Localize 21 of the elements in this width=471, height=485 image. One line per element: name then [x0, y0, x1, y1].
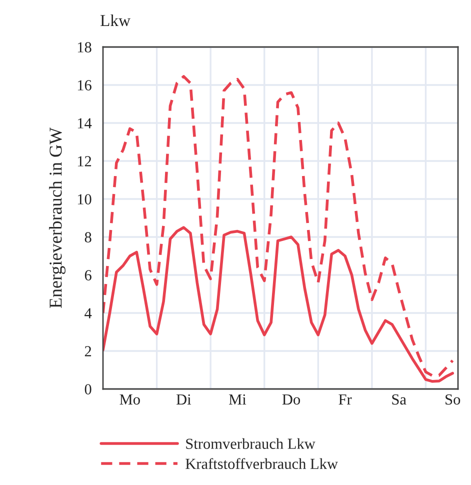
y-tick-label: 10: [78, 194, 92, 204]
legend-label: Stromverbrauch Lkw: [186, 438, 316, 449]
x-tick-label: Sa: [392, 394, 406, 405]
y-tick-label: 16: [78, 80, 92, 90]
y-axis-title: Energieverbrauch in GW: [49, 127, 66, 308]
y-tick-label: 18: [78, 42, 92, 52]
y-tick-label: 0: [84, 384, 92, 394]
y-tick-label: 8: [84, 232, 92, 242]
x-tick-label: Mi: [228, 394, 246, 404]
x-tick-label: So: [446, 394, 460, 405]
x-tick-label: Di: [176, 394, 192, 404]
x-tick-label: Mo: [120, 394, 140, 405]
y-tick-label: 12: [78, 156, 92, 166]
y-tick-label: 4: [84, 308, 92, 318]
x-tick-label: Fr: [338, 394, 352, 404]
y-tick-label: 2: [84, 346, 92, 356]
y-tick-label: 6: [84, 270, 92, 280]
chart-title: Lkw: [100, 14, 130, 26]
y-tick-label: 14: [78, 118, 92, 128]
x-tick-label: Do: [282, 394, 300, 405]
legend-label: Kraftstoffverbrauch Lkw: [186, 458, 338, 470]
